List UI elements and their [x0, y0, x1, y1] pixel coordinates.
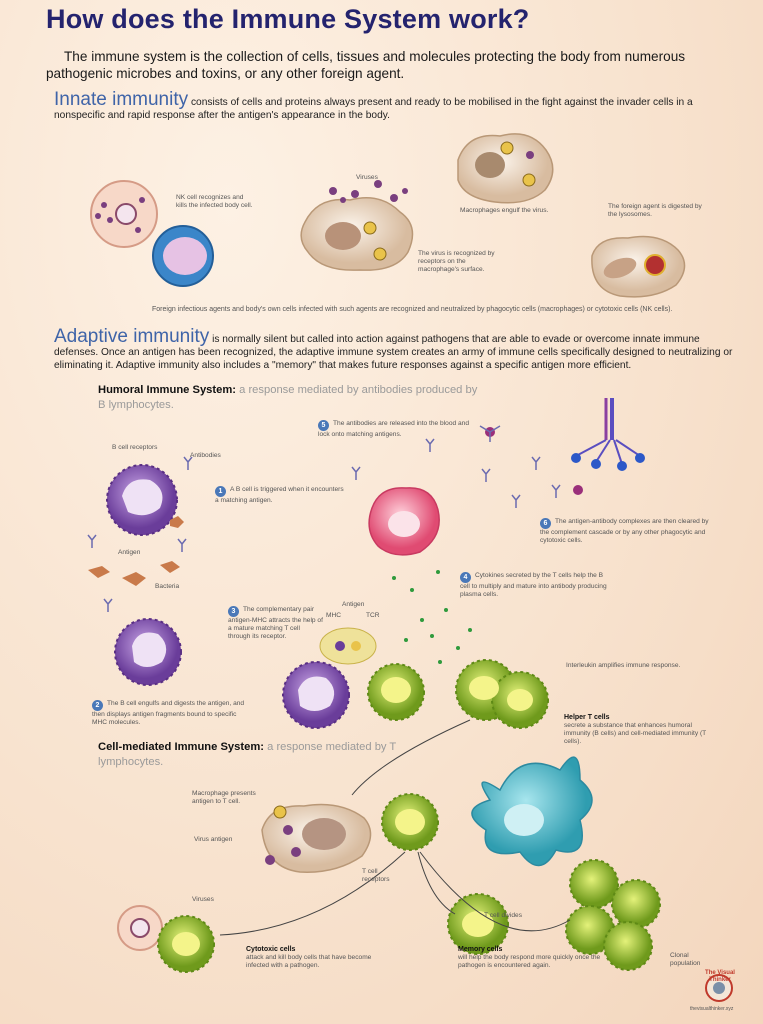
label-mhc: MHC [326, 612, 342, 619]
label-b-receptors: B cell receptors [112, 444, 158, 451]
label-divides: T cell divides [484, 912, 522, 919]
logo-text: The Visual Thinker [690, 970, 750, 984]
helper-text: secrete a substance that enhances humora… [564, 722, 707, 745]
cytotoxic-block: Cytotoxic cells attack and kill body cel… [246, 946, 396, 970]
label-interleukin: Interleukin amplifies immune response. [566, 662, 681, 669]
step-6: 6 The antigen-antibody complexes are then… [540, 518, 709, 544]
label-t-receptors: T cell receptors [362, 868, 390, 883]
dendritic-cell [471, 756, 593, 867]
plasma-cell [368, 487, 440, 556]
intro-paragraph: The immune system is the collection of c… [46, 49, 686, 81]
bacteria-cluster [88, 561, 180, 586]
infected-body-cell [90, 180, 158, 248]
arrows [219, 719, 571, 936]
cytotoxic-heading: Cytotoxic cells [246, 946, 296, 953]
cytotoxic-t-cell [157, 915, 215, 973]
label-clonal: Clonal population [670, 952, 701, 967]
macrophage-with-viruses [300, 180, 414, 271]
antigen-antibody-complex-top [479, 425, 501, 442]
clonal-population [565, 859, 661, 971]
adaptive-text: is normally silent but called into actio… [54, 334, 733, 371]
b-cell-2 [114, 618, 182, 686]
memory-block: Memory cells will help the body respond … [458, 946, 608, 970]
macrophage-digesting [591, 235, 686, 298]
label-tcr: TCR [366, 612, 380, 619]
cellmediated-heading: Cell-mediated Immune System: [98, 741, 264, 753]
adaptive-paragraph: Adaptive immunity is normally silent but… [54, 327, 744, 372]
innate-paragraph: Innate immunity consists of cells and pr… [54, 90, 734, 122]
innate-heading: Innate immunity [54, 89, 189, 110]
humoral-heading: Humoral Immune System: [98, 384, 237, 396]
memory-text: will help the body respond more quickly … [458, 954, 601, 969]
adaptive-heading: Adaptive immunity [54, 326, 210, 347]
macrophage-presenting [261, 803, 372, 873]
t-cell-activated [381, 793, 439, 851]
label-viruses-innate: Viruses [356, 174, 378, 181]
label-antibodies: Antibodies [190, 452, 221, 459]
nk-cell [152, 225, 214, 287]
innate-text: consists of cells and proteins always pr… [54, 97, 693, 121]
step-3: 3 The complementary pair antigen-MHC attr… [228, 606, 323, 640]
b-cell-1 [106, 464, 184, 536]
helper-block: Helper T cells secrete a substance that … [564, 714, 714, 746]
humoral-subtitle: a response mediated by antibodies produc… [98, 384, 478, 411]
step-5: 5 The antibodies are released into the bl… [318, 420, 470, 438]
label-engulf: Macrophages engulf the virus. [460, 207, 549, 214]
humoral-heading-block: Humoral Immune System: a response mediat… [98, 382, 478, 412]
label-nk: NK cell recognizes and kills the infecte… [176, 194, 253, 209]
complement-complex [571, 398, 645, 495]
t-cell-helper-1 [367, 663, 425, 721]
cytotoxic-text: attack and kill body cells that have bec… [246, 954, 372, 969]
helper-heading: Helper T cells [564, 714, 610, 721]
cellmediated-heading-block: Cell-mediated Immune System: a response … [98, 739, 398, 769]
label-antigen: Antigen [118, 549, 141, 556]
antigen-mhc-tcr-complex [319, 627, 377, 665]
label-presents: Macrophage presents antigen to T cell. [192, 790, 256, 805]
page-title: How does the Immune System work? [46, 4, 530, 34]
visual-thinker-logo [705, 974, 733, 1002]
macrophage-engulfing [457, 133, 554, 204]
infected-cell-bottom [117, 905, 163, 951]
t-cell-helper-pair [455, 659, 549, 729]
logo-line2: Thinker [709, 977, 731, 983]
label-viruses-bottom: Viruses [192, 896, 214, 903]
cellmediated-subtitle: a response mediated by T lymphocytes. [98, 741, 397, 768]
b-cell-presenting [282, 661, 350, 729]
cytokine-dots [392, 570, 472, 664]
label-recognized: The virus is recognized by receptors on … [418, 250, 495, 273]
antibody-y-shapes [87, 438, 561, 612]
innate-footer: Foreign infectious agents and body's own… [152, 306, 673, 313]
label-antigen-2: Antigen [342, 601, 365, 608]
step-2: 2 The B cell engulfs and digests the anti… [92, 700, 245, 726]
step-4: 4 Cytokines secreted by the T cells help … [460, 572, 607, 598]
label-bacteria: Bacteria [155, 583, 180, 590]
memory-heading: Memory cells [458, 946, 503, 953]
logo-line1: The Visual [705, 970, 735, 976]
logo-url: thevisualthinker.xyz [690, 1006, 734, 1012]
label-digested: The foreign agent is digested by the lys… [608, 203, 702, 218]
label-virus-antigen: Virus antigen [194, 836, 233, 843]
